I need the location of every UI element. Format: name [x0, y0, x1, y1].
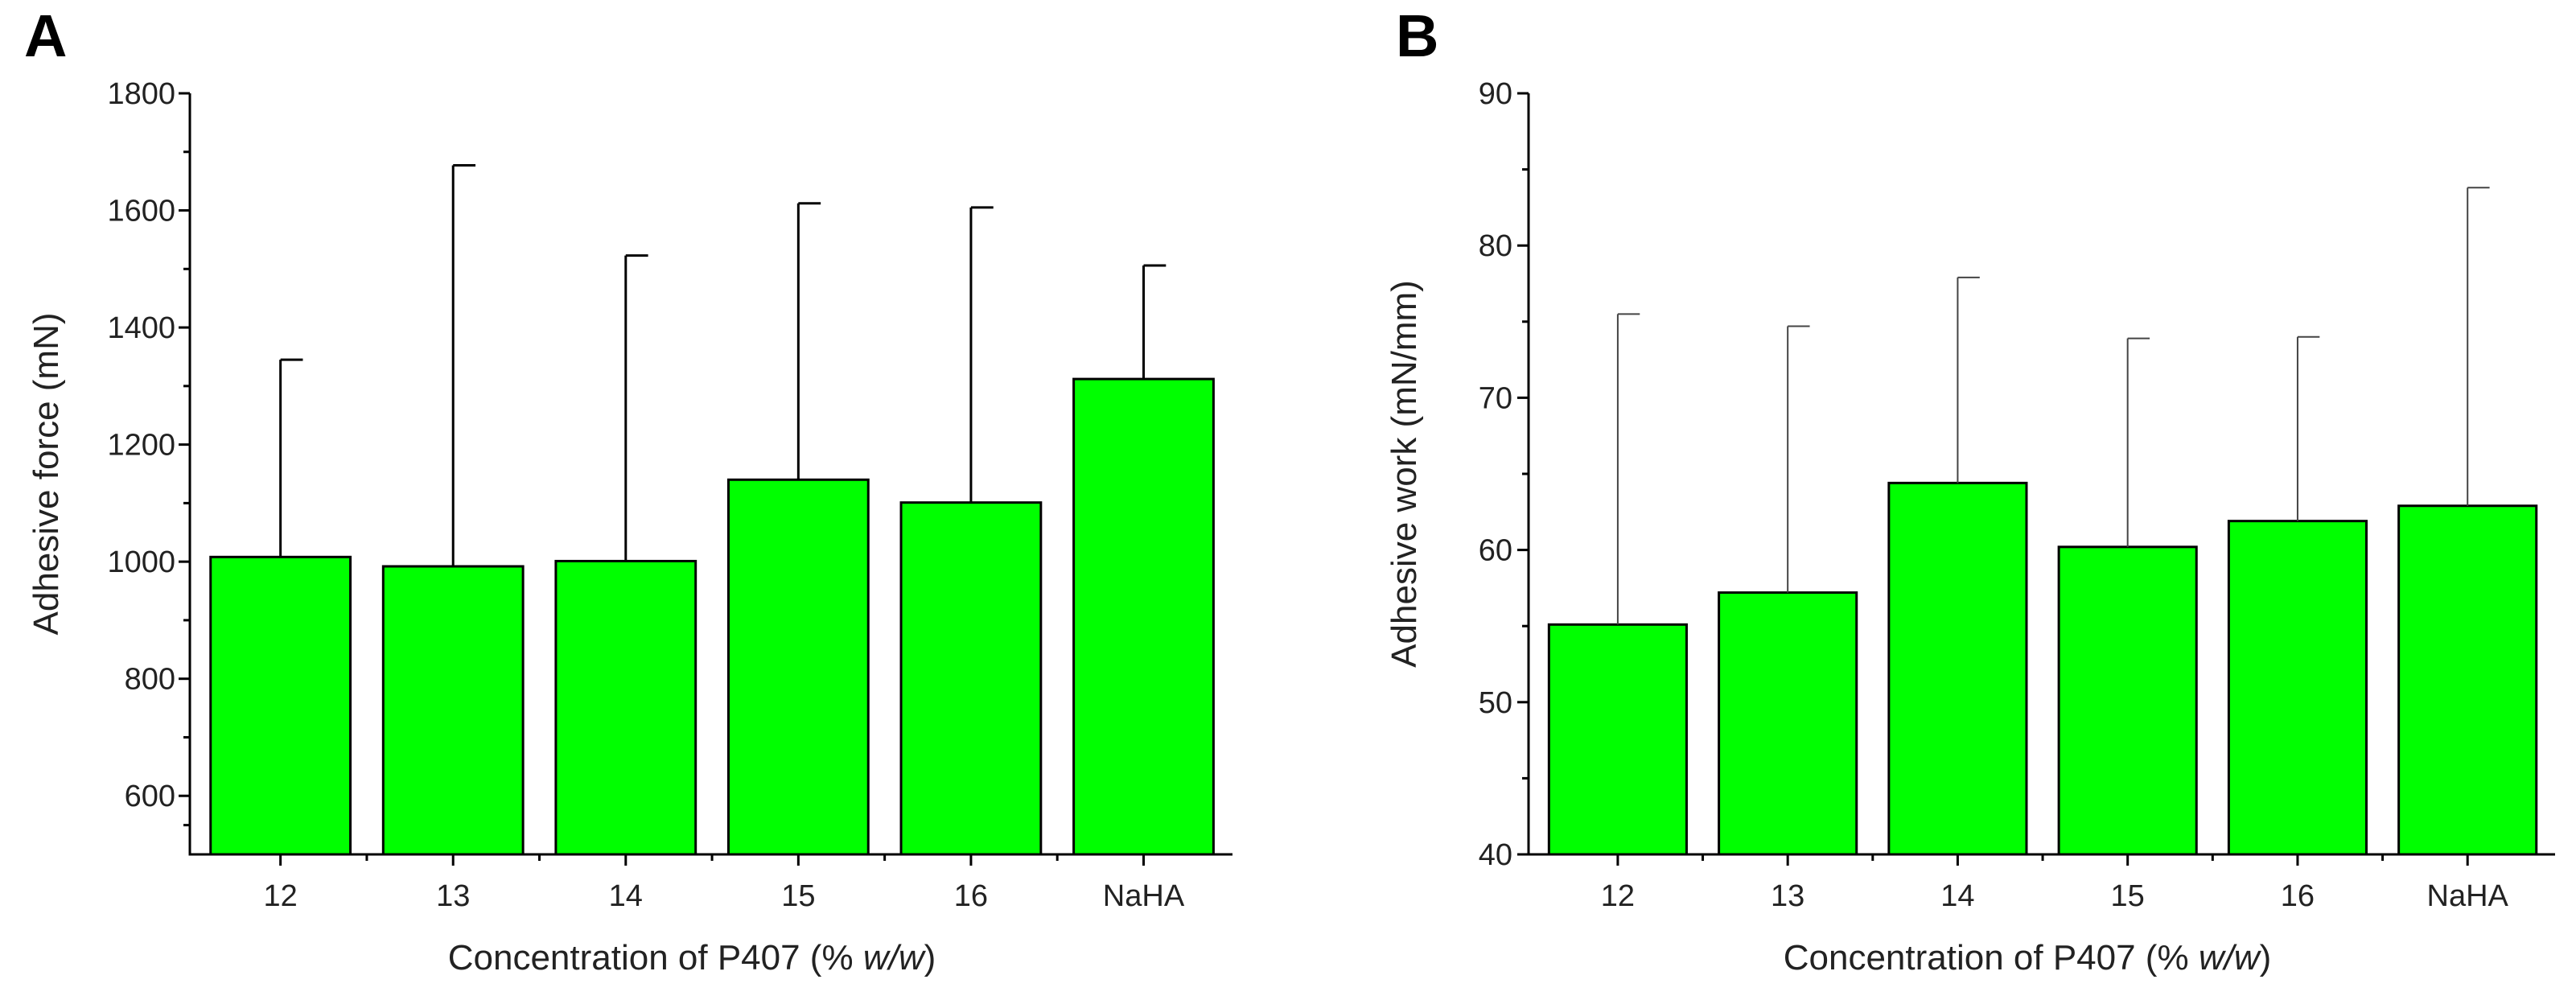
bar-16 [2227, 520, 2368, 856]
y-tick-label: 1600 [107, 195, 175, 228]
x-axis-title-main: Concentration of P407 (% [448, 938, 863, 977]
x-tick-label: 13 [436, 879, 470, 913]
x-tick-label: 14 [1940, 879, 1974, 913]
x-axis-title: Concentration of P407 (% w/w) [1784, 938, 2272, 977]
y-tick-label: 1000 [107, 545, 175, 579]
y-tick-label: 90 [1479, 77, 1512, 111]
bar-15 [726, 478, 870, 856]
x-tick-label: 12 [1601, 879, 1635, 913]
x-axis-title-close: ) [2260, 938, 2272, 977]
x-tick-label: NaHA [1103, 879, 1185, 913]
axes-frame [188, 93, 1232, 856]
x-tick-label: 13 [1771, 879, 1804, 913]
x-axis-title-main: Concentration of P407 (% [1784, 938, 2199, 977]
x-tick-label: 14 [609, 879, 643, 913]
panel-letter: B [1396, 2, 1438, 69]
y-tick-label: 60 [1479, 534, 1512, 568]
y-tick-label: 600 [125, 780, 175, 813]
x-tick-label: NaHA [2427, 879, 2509, 913]
panel-a: A 12 13 14 15 16 NaHA 600 800 1000 1200 1400 1600 180… [24, 2, 1232, 977]
y-axis-title: Adhesive work (mN/mm) [1385, 280, 1424, 668]
bar-14 [554, 559, 697, 856]
bar-13 [381, 565, 525, 856]
x-axis-title: Concentration of P407 (% w/w) [448, 938, 936, 977]
x-axis-title-italic: w/w [863, 938, 927, 977]
y-tick-label: 50 [1479, 686, 1512, 720]
y-axis-title: Adhesive force (mN) [27, 312, 66, 635]
bar-NaHA [1072, 377, 1215, 856]
x-axis-title-close: ) [924, 938, 936, 977]
y-tick-label: 70 [1479, 381, 1512, 415]
y-tick-label: 1200 [107, 429, 175, 463]
x-axis-title-italic: w/w [2199, 938, 2262, 977]
bar-NaHA [2397, 504, 2538, 856]
y-tick-label: 40 [1479, 838, 1512, 872]
bar-12 [1547, 623, 1688, 856]
bar-13 [1718, 591, 1858, 856]
bar-15 [2057, 545, 2198, 856]
y-tick-label: 800 [125, 663, 175, 697]
y-tick-label: 1800 [107, 77, 175, 111]
bar-14 [1887, 481, 2028, 856]
bar-16 [899, 501, 1043, 856]
bar-12 [209, 555, 352, 856]
x-tick-label: 15 [2111, 879, 2145, 913]
x-tick-label: 15 [781, 879, 815, 913]
y-tick-label: 80 [1479, 229, 1512, 263]
x-tick-label: 16 [954, 879, 988, 913]
x-tick-label: 12 [264, 879, 298, 913]
panel-b: B 12 13 14 15 16 NaHA 40 50 60 70 80 90 Adhesive work… [1385, 2, 2555, 977]
panel-letter: A [24, 2, 67, 69]
y-tick-label: 1400 [107, 311, 175, 345]
x-tick-label: 16 [2281, 879, 2315, 913]
